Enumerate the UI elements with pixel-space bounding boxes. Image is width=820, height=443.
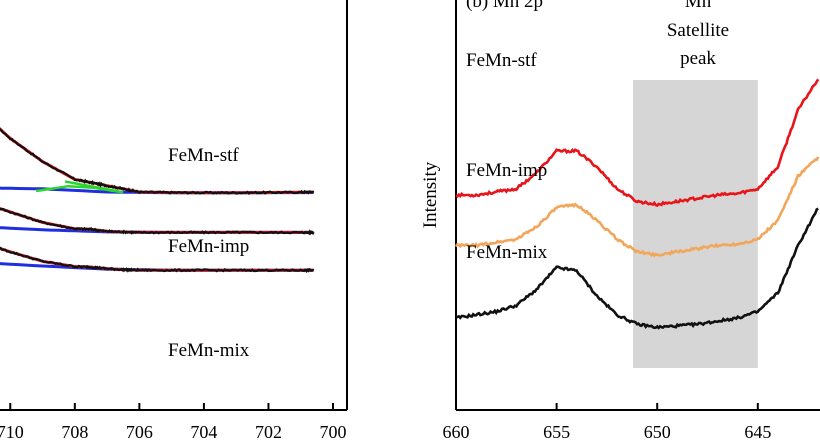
series-line-femn-stf [455, 78, 820, 208]
left-tick-label: 706 [126, 422, 153, 442]
raw-spectrum [0, 128, 315, 195]
right-panel: 660 655 650 645 (b) Mn 2p Mn Satellite peak… [420, 0, 820, 442]
label-femn-mix-right: FeMn-mix [466, 242, 548, 263]
label-femn-imp-left: FeMn-imp [168, 236, 249, 257]
right-tick-label: 655 [543, 422, 570, 442]
annotation-line1: Mn [685, 0, 712, 12]
panel-b-title: (b) Mn 2p [466, 0, 543, 12]
component-peak [35, 184, 121, 194]
annotation-line2: Satellite [667, 20, 729, 41]
right-tick-label: 645 [744, 422, 771, 442]
right-x-ticks: 660 655 650 645 [443, 403, 771, 442]
satellite-band [633, 80, 758, 368]
y-axis-label: Intensity [420, 161, 441, 228]
right-curves [454, 78, 820, 330]
label-femn-stf-right: FeMn-stf [466, 50, 537, 71]
left-tick-label: 704 [190, 422, 217, 442]
left-tick-label: 702 [255, 422, 282, 442]
left-panel: 710 708 706 704 702 700 FeMn-stf FeMn-imp FeM… [0, 0, 348, 442]
label-femn-stf-left: FeMn-stf [168, 145, 239, 166]
right-tick-label: 650 [644, 422, 671, 442]
right-tick-label: 660 [443, 422, 470, 442]
raw-spectrum [0, 246, 315, 274]
left-tick-label: 710 [0, 422, 24, 442]
label-femn-imp-right: FeMn-imp [466, 160, 547, 181]
series-line-femn-imp [454, 156, 820, 258]
fit-envelope [0, 207, 314, 234]
left-tick-label: 700 [320, 422, 347, 442]
fit-envelope [0, 127, 314, 195]
annotation-line3: peak [680, 48, 716, 69]
left-x-ticks: 710 708 706 704 702 700 [0, 403, 347, 442]
left-curves [0, 127, 315, 274]
left-tick-label: 708 [61, 422, 88, 442]
raw-spectrum [0, 207, 315, 236]
series-line-femn-mix [455, 207, 819, 330]
label-femn-mix-left: FeMn-mix [168, 340, 250, 361]
